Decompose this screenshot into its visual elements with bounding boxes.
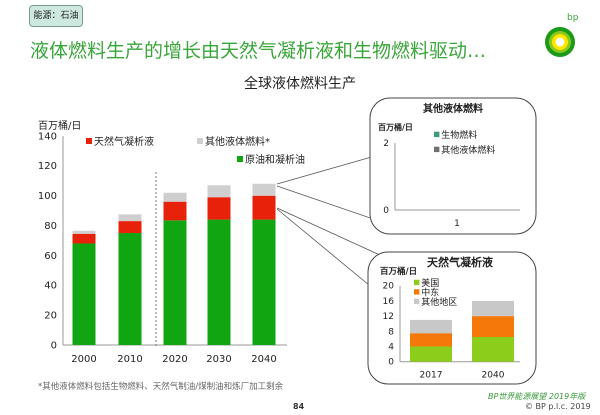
bar-中东-2017 xyxy=(410,333,452,347)
y-tick-label: 100 xyxy=(38,191,57,202)
x-tick-label: 2040 xyxy=(251,354,276,365)
y-tick-label: 140 xyxy=(38,131,57,142)
y-tick-label: 20 xyxy=(383,282,395,292)
legend-swatch xyxy=(237,156,243,162)
bp-logo: bp xyxy=(541,10,581,60)
y-tick-label: 40 xyxy=(44,281,57,292)
legend-label: 其他地区 xyxy=(421,296,457,308)
bar-其他液体燃料*-2020 xyxy=(163,192,187,202)
legend-label: 其他液体燃料* xyxy=(205,135,270,148)
bar-中东-2040 xyxy=(472,316,514,337)
legend-label: 其他液体燃料 xyxy=(441,144,495,156)
y-tick-label: 8 xyxy=(388,327,394,337)
page-title: 液体燃料生产的增长由天然气凝析液和生物燃料驱动… xyxy=(30,40,487,62)
legend-swatch xyxy=(197,138,203,144)
bar-天然气凝析液-2030 xyxy=(207,197,231,220)
edition-label: BP世界能源展望 2019年版 xyxy=(488,392,586,401)
bar-原油和凝析油-2010 xyxy=(118,233,142,345)
copyright: © BP p.l.c. 2019 xyxy=(525,402,591,411)
bar-其他液体燃料*-2030 xyxy=(207,185,231,198)
legend-label: 中东 xyxy=(421,287,439,299)
x-tick-label: 2017 xyxy=(420,371,443,381)
y-tick-label: 16 xyxy=(383,297,395,307)
other-liquids-title: 其他液体燃料 xyxy=(423,102,483,115)
main-y-unit: 百万桶/日 xyxy=(38,119,81,132)
other-liquids-y-unit: 百万桶/日 xyxy=(378,122,413,132)
bar-天然气凝析液-2000 xyxy=(72,233,96,244)
bar-其他地区-2017 xyxy=(410,319,452,334)
bar-其他液体燃料*-2000 xyxy=(72,230,96,234)
legend-swatch xyxy=(434,146,440,153)
x-tick-label: 2040 xyxy=(482,371,505,381)
callout-lines xyxy=(276,155,383,291)
y-tick-label: 0 xyxy=(383,206,389,216)
y-tick-label: 20 xyxy=(44,310,57,321)
bar-原油和凝析油-2040 xyxy=(252,219,276,345)
bar-美国-2017 xyxy=(410,346,452,362)
chart-title: 全球液体燃料生产 xyxy=(244,76,356,92)
x-tick-label: 2030 xyxy=(206,354,231,365)
legend-label: 天然气凝析液 xyxy=(94,135,154,148)
y-tick-label: 120 xyxy=(38,161,57,172)
bar-天然气凝析液-2040 xyxy=(252,195,276,220)
y-tick-label: 60 xyxy=(44,251,57,262)
footnote: *其他液体燃料包括生物燃料、天然气制油/煤制油和炼厂加工剩余 xyxy=(38,382,284,392)
legend-swatch xyxy=(86,138,92,144)
bar-原油和凝析油-2030 xyxy=(207,219,231,345)
x-tick-label: 2020 xyxy=(162,354,187,365)
bar-其他液体燃料*-2010 xyxy=(118,214,142,222)
other-liquids-callout-box xyxy=(369,97,537,235)
ngl-title: 天然气凝析液 xyxy=(427,255,494,269)
x-tick-label: 2000 xyxy=(71,354,96,365)
y-tick-label: 4 xyxy=(388,343,394,353)
y-tick-label: 2 xyxy=(383,139,389,149)
y-tick-label: 0 xyxy=(51,340,57,351)
x-tick-label: 2010 xyxy=(117,354,142,365)
legend-swatch xyxy=(434,131,440,138)
legend-label: 原油和凝析油 xyxy=(245,153,305,166)
y-tick-label: 80 xyxy=(44,221,57,232)
bar-原油和凝析油-2000 xyxy=(72,243,96,345)
y-tick-label: 12 xyxy=(383,312,394,322)
bp-logo-text: bp xyxy=(567,13,579,23)
bar-美国-2040 xyxy=(472,337,514,362)
legend-label: 美国 xyxy=(421,277,439,289)
bar-天然气凝析液-2010 xyxy=(118,221,142,234)
bp-helios-icon: bp xyxy=(545,13,579,57)
energy-badge: 能源：石油 xyxy=(29,5,83,27)
bar-其他地区-2040 xyxy=(472,300,514,317)
legend-label: 生物燃料 xyxy=(441,129,477,141)
bar-天然气凝析液-2020 xyxy=(163,201,187,221)
page-number: 84 xyxy=(293,402,305,411)
bar-其他液体燃料*-2040 xyxy=(252,183,276,196)
legend-swatch xyxy=(414,279,420,286)
legend-swatch xyxy=(414,298,420,305)
ngl-y-unit: 百万桶/日 xyxy=(380,266,417,277)
legend-swatch xyxy=(414,289,420,295)
bar-原油和凝析油-2020 xyxy=(163,220,187,345)
x-tick-label: 1 xyxy=(454,219,460,229)
y-tick-label: 0 xyxy=(388,358,394,368)
